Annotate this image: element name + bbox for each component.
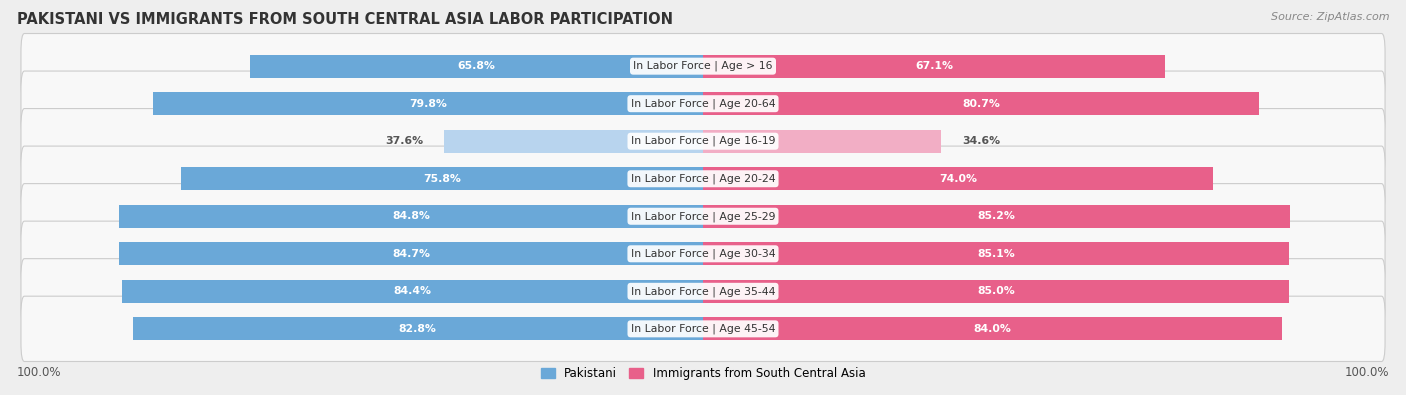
Text: In Labor Force | Age 30-34: In Labor Force | Age 30-34 bbox=[631, 248, 775, 259]
Text: In Labor Force | Age 16-19: In Labor Force | Age 16-19 bbox=[631, 136, 775, 147]
Text: 100.0%: 100.0% bbox=[1344, 366, 1389, 379]
Bar bbox=[181, 167, 703, 190]
Text: In Labor Force | Age > 16: In Labor Force | Age > 16 bbox=[633, 61, 773, 71]
Bar bbox=[153, 92, 703, 115]
Text: In Labor Force | Age 25-29: In Labor Force | Age 25-29 bbox=[631, 211, 775, 222]
FancyBboxPatch shape bbox=[21, 184, 1385, 249]
FancyBboxPatch shape bbox=[21, 146, 1385, 211]
FancyBboxPatch shape bbox=[21, 221, 1385, 286]
Bar bbox=[118, 205, 703, 228]
Text: 85.2%: 85.2% bbox=[977, 211, 1015, 221]
Text: PAKISTANI VS IMMIGRANTS FROM SOUTH CENTRAL ASIA LABOR PARTICIPATION: PAKISTANI VS IMMIGRANTS FROM SOUTH CENTR… bbox=[17, 12, 673, 27]
Bar bbox=[250, 55, 703, 78]
Text: 82.8%: 82.8% bbox=[399, 324, 437, 334]
Bar bbox=[120, 242, 703, 265]
Text: 79.8%: 79.8% bbox=[409, 99, 447, 109]
Text: 75.8%: 75.8% bbox=[423, 174, 461, 184]
Bar bbox=[703, 242, 1289, 265]
Text: 84.0%: 84.0% bbox=[973, 324, 1011, 334]
Text: 84.4%: 84.4% bbox=[394, 286, 432, 296]
FancyBboxPatch shape bbox=[21, 259, 1385, 324]
Text: In Labor Force | Age 35-44: In Labor Force | Age 35-44 bbox=[631, 286, 775, 297]
Text: In Labor Force | Age 45-54: In Labor Force | Age 45-54 bbox=[631, 324, 775, 334]
Text: 65.8%: 65.8% bbox=[457, 61, 495, 71]
Bar bbox=[121, 280, 703, 303]
Text: 85.0%: 85.0% bbox=[977, 286, 1015, 296]
FancyBboxPatch shape bbox=[21, 296, 1385, 361]
Bar bbox=[703, 317, 1282, 340]
Text: In Labor Force | Age 20-64: In Labor Force | Age 20-64 bbox=[631, 98, 775, 109]
Bar bbox=[703, 167, 1213, 190]
Text: 85.1%: 85.1% bbox=[977, 249, 1015, 259]
Bar bbox=[703, 205, 1289, 228]
Bar bbox=[132, 317, 703, 340]
Bar bbox=[703, 280, 1289, 303]
FancyBboxPatch shape bbox=[21, 71, 1385, 136]
FancyBboxPatch shape bbox=[21, 109, 1385, 174]
Text: 34.6%: 34.6% bbox=[962, 136, 1000, 146]
Text: 67.1%: 67.1% bbox=[915, 61, 953, 71]
Text: 84.7%: 84.7% bbox=[392, 249, 430, 259]
Bar bbox=[703, 55, 1166, 78]
FancyBboxPatch shape bbox=[21, 34, 1385, 99]
Bar bbox=[703, 92, 1258, 115]
Text: 74.0%: 74.0% bbox=[939, 174, 977, 184]
Bar bbox=[703, 130, 942, 153]
Bar bbox=[444, 130, 703, 153]
Text: 84.8%: 84.8% bbox=[392, 211, 430, 221]
Text: 100.0%: 100.0% bbox=[17, 366, 62, 379]
Text: 80.7%: 80.7% bbox=[962, 99, 1000, 109]
Legend: Pakistani, Immigrants from South Central Asia: Pakistani, Immigrants from South Central… bbox=[536, 363, 870, 385]
Text: Source: ZipAtlas.com: Source: ZipAtlas.com bbox=[1271, 12, 1389, 22]
Text: 37.6%: 37.6% bbox=[385, 136, 423, 146]
Text: In Labor Force | Age 20-24: In Labor Force | Age 20-24 bbox=[631, 173, 775, 184]
